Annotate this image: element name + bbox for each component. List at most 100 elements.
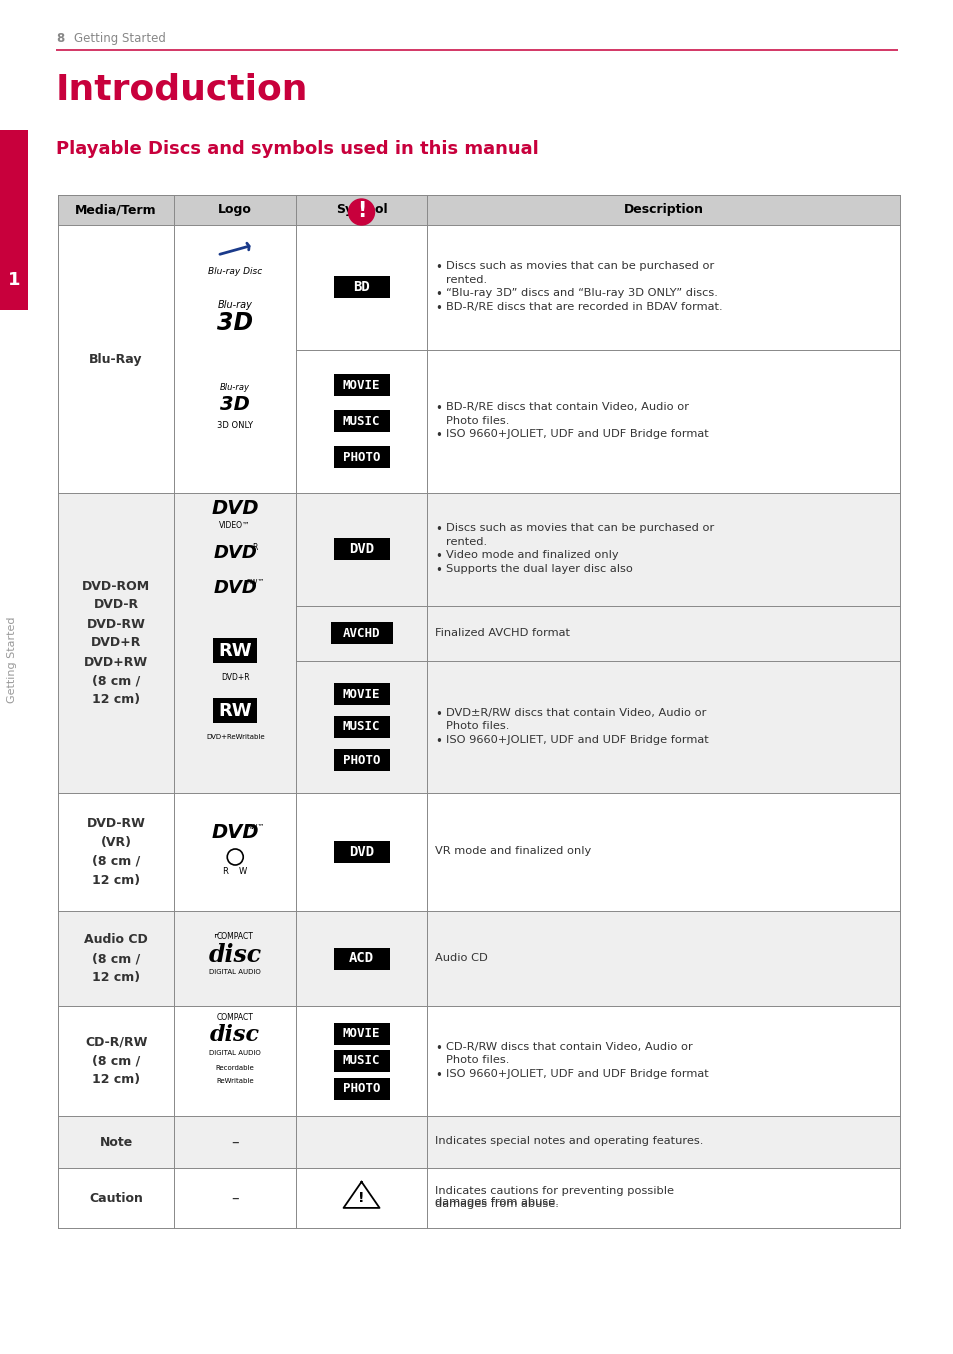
Text: DVD: DVD xyxy=(212,498,259,517)
Text: R: R xyxy=(253,543,257,551)
Bar xyxy=(334,539,389,561)
Text: Audio CD: Audio CD xyxy=(435,953,487,963)
Bar xyxy=(334,948,389,969)
Text: disc: disc xyxy=(210,1024,260,1047)
Text: R: R xyxy=(222,868,228,876)
Text: Symbol: Symbol xyxy=(335,203,387,217)
Text: Description: Description xyxy=(622,203,702,217)
Text: 3D ONLY: 3D ONLY xyxy=(217,421,253,429)
Text: BD-R/RE discs that contain Video, Audio or: BD-R/RE discs that contain Video, Audio … xyxy=(445,402,688,412)
Text: RW™: RW™ xyxy=(246,580,264,585)
Bar xyxy=(334,841,389,862)
Bar xyxy=(334,410,389,432)
Bar xyxy=(334,749,389,770)
Text: rented.: rented. xyxy=(445,275,486,284)
Text: VIDEO™: VIDEO™ xyxy=(219,521,251,531)
Text: Indicates cautions for preventing possible
damages from abuse.: Indicates cautions for preventing possib… xyxy=(435,1186,673,1208)
Text: Blu-ray: Blu-ray xyxy=(217,301,253,310)
Text: ⌜: ⌜ xyxy=(213,933,217,944)
Bar xyxy=(334,1022,389,1044)
Text: DVD: DVD xyxy=(212,822,259,841)
Text: DVD: DVD xyxy=(349,542,374,556)
Bar xyxy=(334,682,389,705)
Bar xyxy=(334,375,389,397)
Text: Blu-Ray: Blu-Ray xyxy=(90,352,143,366)
Text: •: • xyxy=(435,402,441,416)
Bar xyxy=(58,793,899,911)
Bar xyxy=(334,276,389,298)
Text: Caution: Caution xyxy=(89,1192,143,1205)
Text: ISO 9660+JOLIET, UDF and UDF Bridge format: ISO 9660+JOLIET, UDF and UDF Bridge form… xyxy=(445,735,708,745)
Text: DVD: DVD xyxy=(213,580,257,597)
Text: •: • xyxy=(435,288,441,302)
Text: Playable Discs and symbols used in this manual: Playable Discs and symbols used in this … xyxy=(56,139,538,158)
Text: Note: Note xyxy=(99,1136,132,1148)
Text: Discs such as movies that can be purchased or: Discs such as movies that can be purchas… xyxy=(445,523,713,533)
Text: W: W xyxy=(239,868,247,876)
Text: MUSIC: MUSIC xyxy=(342,414,380,428)
Text: CD-R/RW discs that contain Video, Audio or: CD-R/RW discs that contain Video, Audio … xyxy=(445,1041,692,1052)
Text: MUSIC: MUSIC xyxy=(342,1055,380,1067)
Text: damages from abuse.: damages from abuse. xyxy=(435,1200,558,1209)
Bar xyxy=(58,195,899,225)
Text: Getting Started: Getting Started xyxy=(7,617,17,703)
Text: Blu-ray: Blu-ray xyxy=(220,383,250,393)
Text: PHOTO: PHOTO xyxy=(342,451,380,463)
Text: DVD-RW
(VR)
(8 cm /
12 cm): DVD-RW (VR) (8 cm / 12 cm) xyxy=(87,816,146,887)
Text: Recordable: Recordable xyxy=(215,1066,254,1071)
Text: disc: disc xyxy=(209,942,261,967)
Text: AVCHD: AVCHD xyxy=(342,627,380,639)
Text: COMPACT: COMPACT xyxy=(216,932,253,941)
Text: DVD±R/RW discs that contain Video, Audio or: DVD±R/RW discs that contain Video, Audio… xyxy=(445,708,705,718)
Text: ISO 9660+JOLIET, UDF and UDF Bridge format: ISO 9660+JOLIET, UDF and UDF Bridge form… xyxy=(445,429,708,439)
Text: BD-R/RE discs that are recorded in BDAV format.: BD-R/RE discs that are recorded in BDAV … xyxy=(445,302,721,311)
Text: RW: RW xyxy=(218,701,252,719)
Polygon shape xyxy=(343,1182,379,1208)
Bar xyxy=(0,130,28,310)
Text: rented.: rented. xyxy=(445,536,486,547)
Text: DVD+R: DVD+R xyxy=(221,673,250,681)
Bar xyxy=(58,911,899,1006)
Text: Discs such as movies that can be purchased or: Discs such as movies that can be purchas… xyxy=(445,261,713,271)
Text: DVD+ReWritable: DVD+ReWritable xyxy=(206,734,264,741)
Text: BD: BD xyxy=(353,280,370,294)
Text: 8: 8 xyxy=(56,32,64,45)
Text: Finalized AVCHD format: Finalized AVCHD format xyxy=(435,627,569,638)
Text: COMPACT: COMPACT xyxy=(216,1014,253,1022)
Text: Logo: Logo xyxy=(218,203,252,217)
Text: DVD: DVD xyxy=(349,845,374,858)
Bar xyxy=(58,225,899,493)
Text: Audio CD
(8 cm /
12 cm): Audio CD (8 cm / 12 cm) xyxy=(84,933,148,984)
Bar xyxy=(334,1049,389,1072)
Bar xyxy=(58,1116,899,1169)
Bar xyxy=(213,699,257,723)
Text: “Blu-ray 3D” discs and “Blu-ray 3D ONLY” discs.: “Blu-ray 3D” discs and “Blu-ray 3D ONLY”… xyxy=(445,288,717,298)
Bar xyxy=(58,493,899,793)
Text: •: • xyxy=(435,563,441,577)
Text: Photo files.: Photo files. xyxy=(445,722,509,731)
Bar xyxy=(330,623,392,645)
Text: 3D: 3D xyxy=(217,311,253,334)
Text: ACD: ACD xyxy=(349,952,374,965)
Text: VR mode and finalized only: VR mode and finalized only xyxy=(435,846,591,856)
Text: •: • xyxy=(435,429,441,441)
Text: DIGITAL AUDIO: DIGITAL AUDIO xyxy=(209,968,261,975)
Text: MOVIE: MOVIE xyxy=(342,379,380,391)
Text: •: • xyxy=(435,550,441,563)
Bar xyxy=(213,638,257,663)
Text: PHOTO: PHOTO xyxy=(342,753,380,766)
Bar xyxy=(334,1078,389,1099)
Text: Getting Started: Getting Started xyxy=(74,32,166,45)
Text: DVD: DVD xyxy=(213,544,257,562)
Text: •: • xyxy=(435,708,441,720)
Text: MOVIE: MOVIE xyxy=(342,688,380,700)
Text: Media/Term: Media/Term xyxy=(75,203,156,217)
Text: 1: 1 xyxy=(8,271,20,288)
Text: ReWritable: ReWritable xyxy=(216,1078,253,1085)
Text: –: – xyxy=(232,1190,239,1205)
Circle shape xyxy=(348,199,375,225)
Text: MUSIC: MUSIC xyxy=(342,720,380,734)
Text: •: • xyxy=(435,302,441,315)
Text: •: • xyxy=(435,735,441,747)
Text: •: • xyxy=(435,1041,441,1055)
